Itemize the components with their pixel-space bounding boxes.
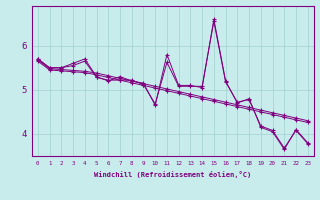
X-axis label: Windchill (Refroidissement éolien,°C): Windchill (Refroidissement éolien,°C) [94,171,252,178]
